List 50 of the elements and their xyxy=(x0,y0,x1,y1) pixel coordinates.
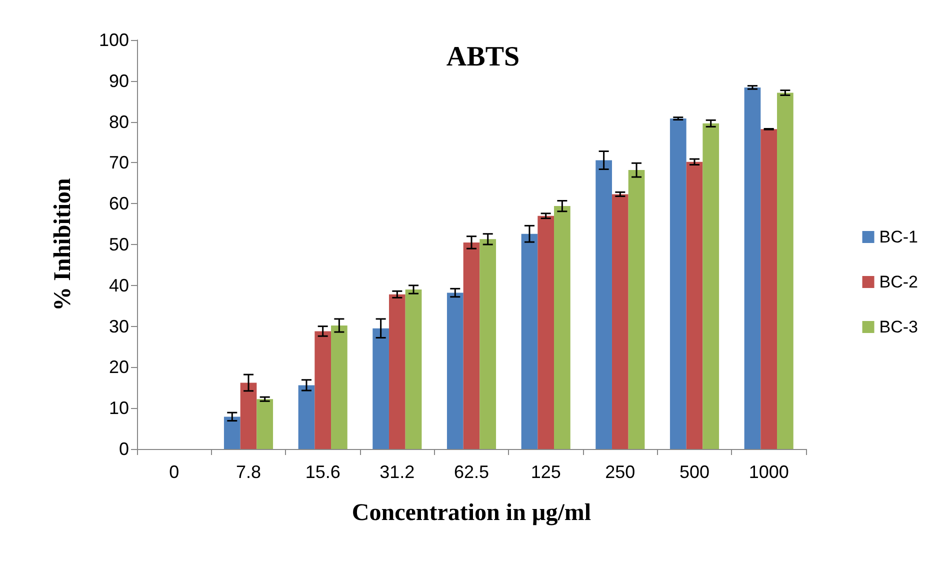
bar xyxy=(240,382,257,449)
y-tick-label: 10 xyxy=(108,398,129,418)
y-axis-title: % Inhibition xyxy=(50,178,76,311)
y-tick-label: 40 xyxy=(108,275,129,296)
bar xyxy=(554,206,570,449)
bar xyxy=(388,294,406,449)
bar xyxy=(702,123,720,449)
y-tick-label: 90 xyxy=(108,70,129,91)
legend-label: BC-2 xyxy=(879,272,918,292)
x-tick-label: 500 xyxy=(679,462,710,482)
bar xyxy=(686,162,703,449)
bar xyxy=(224,416,240,449)
bar xyxy=(298,385,315,449)
bar xyxy=(480,239,496,449)
bar xyxy=(612,194,628,449)
bar xyxy=(314,331,332,449)
y-tick-label: 50 xyxy=(108,234,129,254)
bar xyxy=(372,328,389,449)
y-tick-label: 100 xyxy=(98,30,129,50)
bar xyxy=(760,129,778,449)
bar xyxy=(744,87,761,449)
x-tick-label: 15.6 xyxy=(305,462,340,482)
x-tick-label: 250 xyxy=(605,462,636,482)
x-tick-label: 0 xyxy=(169,462,180,482)
chart-title: ABTS xyxy=(446,42,520,72)
x-tick-label: 31.2 xyxy=(380,462,415,482)
bar xyxy=(446,292,464,449)
bar xyxy=(405,289,422,449)
y-tick-label: 80 xyxy=(108,112,129,132)
bar xyxy=(463,242,480,449)
bar xyxy=(596,160,612,449)
bar xyxy=(777,92,794,449)
legend-label: BC-1 xyxy=(879,228,918,246)
legend-label: BC-3 xyxy=(879,318,918,336)
y-tick-label: 20 xyxy=(108,357,129,378)
y-tick-label: 70 xyxy=(108,152,129,173)
y-tick-label: 30 xyxy=(108,316,129,336)
x-axis-title: Concentration in µg/ml xyxy=(352,500,592,526)
bar xyxy=(628,170,645,449)
x-tick-label: 7.8 xyxy=(236,462,262,482)
y-tick-label: 0 xyxy=(118,439,129,459)
x-tick-label: 125 xyxy=(530,462,561,482)
bar xyxy=(538,216,554,449)
bar xyxy=(521,234,538,449)
x-tick-label: 62.5 xyxy=(454,462,490,482)
bar xyxy=(331,325,348,449)
y-tick-label: 60 xyxy=(108,194,129,214)
bar xyxy=(670,118,686,449)
bar xyxy=(256,399,274,449)
x-tick-label: 1000 xyxy=(748,462,789,482)
